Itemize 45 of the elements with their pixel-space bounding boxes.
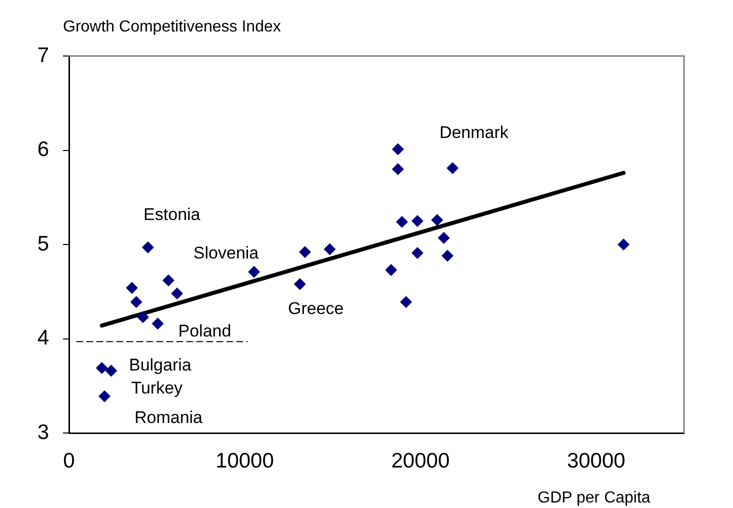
point [142, 241, 154, 254]
point [431, 214, 444, 226]
annotation: Estonia [144, 205, 201, 224]
annotation: Romania [134, 408, 204, 427]
x-tick-label: 10000 [216, 449, 274, 472]
x-tick-label: 20000 [391, 449, 450, 472]
point [618, 238, 630, 250]
point [298, 246, 311, 258]
point [392, 143, 404, 156]
point [162, 274, 174, 286]
point [441, 250, 454, 262]
y-tick-label: 5 [37, 232, 49, 256]
x-tick-label: 30000 [566, 449, 626, 472]
x-tick-label: 0 [63, 449, 75, 472]
annotation: Poland [178, 321, 232, 340]
point [438, 232, 450, 244]
point [411, 214, 424, 227]
point [171, 288, 184, 300]
point [105, 364, 118, 377]
annotation: Turkey [131, 378, 184, 398]
point [324, 243, 336, 256]
point [411, 246, 424, 259]
point [400, 296, 412, 308]
point [130, 296, 142, 308]
annotation: Denmark [439, 122, 509, 142]
point [96, 362, 108, 374]
point [396, 216, 408, 228]
y-axis-title: Growth Competitiveness Index [63, 18, 281, 36]
y-tick-label: 4 [37, 326, 50, 350]
point [446, 162, 459, 174]
point [136, 311, 149, 324]
point [98, 390, 110, 402]
annotation: Greece [288, 298, 344, 318]
point [126, 282, 138, 294]
y-tick-label: 7 [37, 44, 49, 67]
annotation: Slovenia [193, 244, 260, 263]
point [392, 163, 404, 176]
point [294, 278, 306, 290]
point [385, 264, 398, 276]
point [152, 318, 164, 330]
x-axis-title: GDP per Capita [538, 489, 650, 506]
point [248, 266, 260, 278]
y-tick-label: 6 [37, 138, 49, 162]
annotation: Bulgaria [128, 355, 192, 374]
y-tick-label: 3 [37, 420, 49, 444]
